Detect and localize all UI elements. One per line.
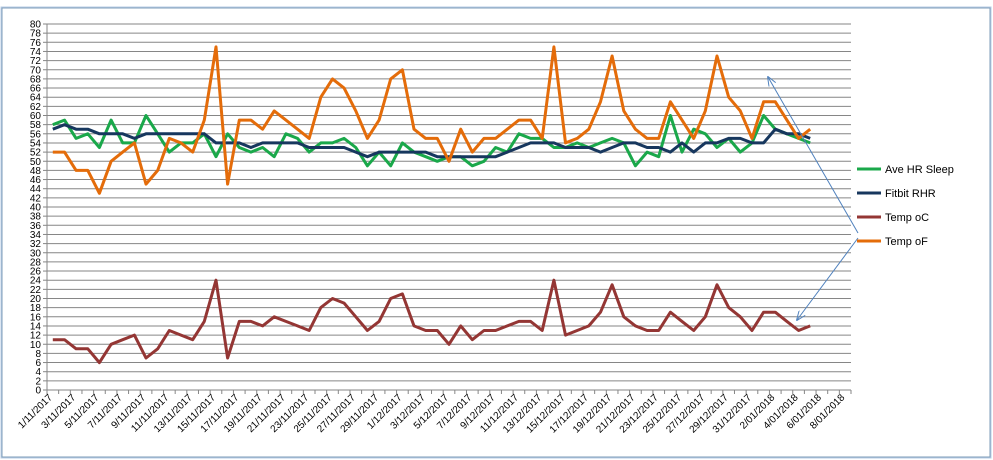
y-tick-label: 32 [30, 239, 42, 250]
annotation-arrow [797, 237, 859, 320]
y-tick-label: 42 [30, 193, 42, 204]
y-tick-label: 8 [35, 349, 41, 360]
series-line [52, 45, 812, 195]
y-tick-label: 2 [35, 376, 41, 387]
y-tick-label: 54 [30, 138, 42, 149]
y-tick-label: 70 [30, 65, 42, 76]
y-tick-label: 26 [30, 267, 42, 278]
y-tick-label: 34 [30, 230, 42, 241]
y-tick-label: 72 [30, 56, 42, 67]
series-line [52, 114, 811, 168]
y-tick-label: 38 [30, 212, 42, 223]
y-tick-label: 24 [30, 276, 42, 287]
y-tick-label: 14 [30, 321, 42, 332]
y-tick-label: 16 [30, 312, 42, 323]
y-tick-label: 56 [30, 129, 42, 140]
y-tick-label: 58 [30, 120, 42, 131]
y-tick-label: 48 [30, 166, 42, 177]
legend-label: Temp oC [885, 212, 929, 224]
y-tick-label: 80 [30, 20, 42, 31]
y-tick-label: 44 [30, 184, 42, 195]
chart-frame [1, 7, 991, 458]
y-tick-label: 52 [30, 148, 42, 159]
y-tick-label: 10 [30, 340, 42, 351]
y-tick-label: 74 [30, 47, 42, 58]
y-tick-label: 50 [30, 157, 42, 168]
y-tick-label: 66 [30, 84, 42, 95]
legend-label: Temp oF [885, 236, 928, 248]
y-tick-label: 40 [30, 203, 42, 214]
frame-outline [0, 6, 992, 459]
legend-label: Fitbit RHR [885, 188, 936, 200]
y-tick-label: 4 [35, 367, 41, 378]
y-tick-label: 0 [35, 386, 41, 397]
y-tick-label: 30 [30, 248, 42, 259]
y-tick-label: 36 [30, 221, 42, 232]
series-line [52, 278, 811, 365]
y-tick-label: 6 [35, 358, 41, 369]
y-tick-label: 64 [30, 93, 42, 104]
series-line [52, 123, 811, 159]
annotation-arrow [768, 77, 859, 234]
y-tick-label: 28 [30, 257, 42, 268]
y-tick-label: 20 [30, 294, 42, 305]
y-tick-label: 76 [30, 38, 42, 49]
y-tick-label: 18 [30, 303, 42, 314]
y-tick-label: 68 [30, 74, 42, 85]
y-tick-label: 22 [30, 285, 42, 296]
y-tick-label: 12 [30, 331, 42, 342]
y-tick-label: 46 [30, 175, 42, 186]
legend-label: Ave HR Sleep [885, 164, 954, 176]
y-tick-label: 78 [30, 29, 42, 40]
y-tick-label: 62 [30, 102, 42, 113]
y-tick-label: 60 [30, 111, 42, 122]
